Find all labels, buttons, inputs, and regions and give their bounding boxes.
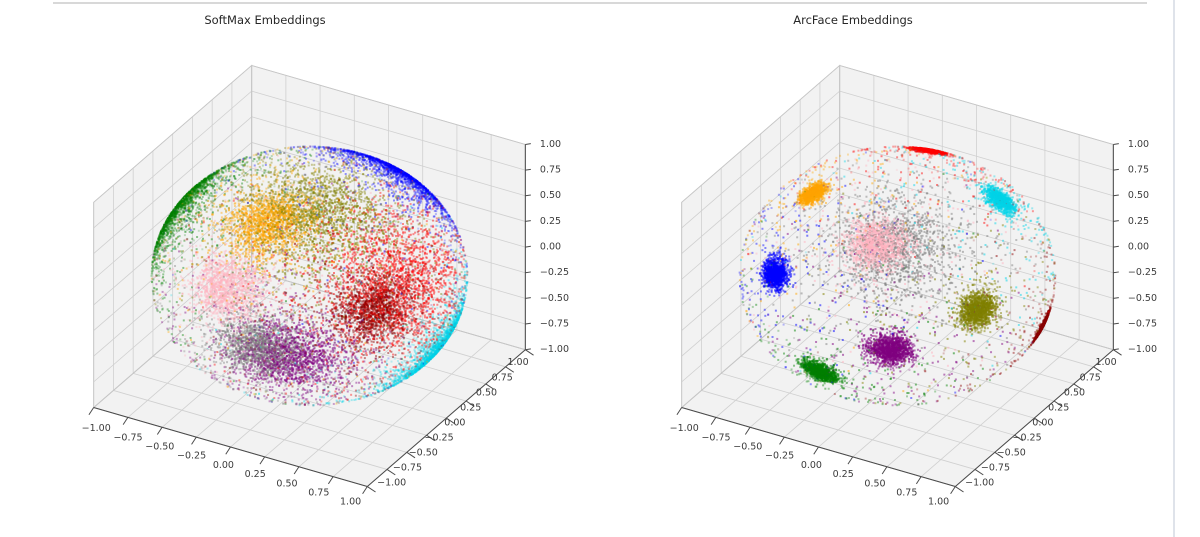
arcface-embeddings-3d-scatter	[588, 0, 1178, 537]
softmax-embeddings-3d-scatter	[0, 0, 600, 537]
